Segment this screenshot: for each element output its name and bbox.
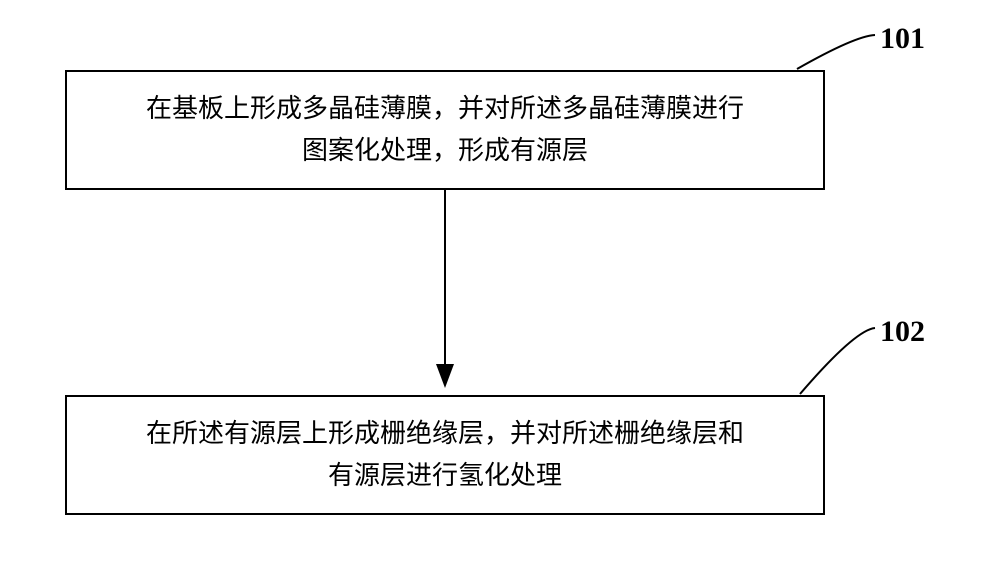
flow-step-2-text: 在所述有源层上形成栅绝缘层，并对所述栅绝缘层和 有源层进行氢化处理 [146,413,744,496]
flow-step-1-line2: 图案化处理，形成有源层 [302,136,588,165]
flow-step-1: 在基板上形成多晶硅薄膜，并对所述多晶硅薄膜进行 图案化处理，形成有源层 [65,70,825,190]
flowchart-canvas: 在基板上形成多晶硅薄膜，并对所述多晶硅薄膜进行 图案化处理，形成有源层 101 … [0,0,1000,574]
flow-step-2-line2: 有源层进行氢化处理 [328,461,562,490]
step-number-102: 102 [880,315,925,349]
flow-step-2-line1: 在所述有源层上形成栅绝缘层，并对所述栅绝缘层和 [146,419,744,448]
flow-arrow-1-to-2 [427,188,463,390]
leader-line-102 [795,323,880,399]
flow-step-2: 在所述有源层上形成栅绝缘层，并对所述栅绝缘层和 有源层进行氢化处理 [65,395,825,515]
leader-line-101 [792,30,880,74]
step-number-101: 101 [880,22,925,56]
flow-step-1-text: 在基板上形成多晶硅薄膜，并对所述多晶硅薄膜进行 图案化处理，形成有源层 [146,88,744,171]
flow-step-1-line1: 在基板上形成多晶硅薄膜，并对所述多晶硅薄膜进行 [146,94,744,123]
